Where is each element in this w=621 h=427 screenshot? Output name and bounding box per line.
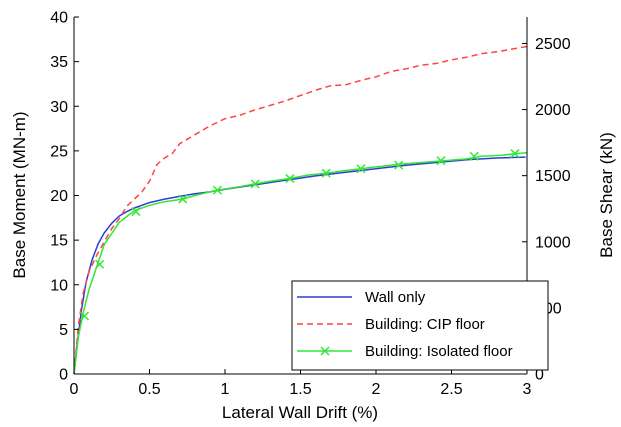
axes: 00.511.522.53051015202530354005001000150… — [50, 10, 570, 399]
legend-label-wall-only: Wall only — [365, 289, 426, 306]
legend-label-isolated-floor: Building: Isolated floor — [365, 343, 513, 360]
legend-box — [291, 280, 549, 371]
series-marker-isolated-floor — [510, 149, 520, 159]
legend-label-cip-floor: Building: CIP floor — [365, 316, 485, 333]
x-axis-title: Lateral Wall Drift (%) — [222, 403, 378, 422]
series-marker-isolated-floor — [469, 151, 479, 161]
x-tick-label: 1 — [221, 381, 230, 398]
series-marker-isolated-floor — [356, 164, 366, 174]
legend: Wall only Building: CIP floor Building: … — [291, 280, 549, 371]
x-tick-label: 0 — [70, 381, 79, 398]
y-tick-label: 0 — [59, 367, 68, 384]
series-marker-isolated-floor — [212, 185, 222, 195]
y2-tick-label: 0 — [535, 367, 544, 384]
y-tick-label: 5 — [59, 322, 68, 339]
x-tick-label: 2 — [372, 381, 381, 398]
series-marker-isolated-floor — [436, 156, 446, 166]
y-tick-label: 10 — [50, 277, 68, 294]
series-marker-isolated-floor — [285, 174, 295, 184]
y-tick-label: 15 — [50, 233, 68, 250]
series-marker-isolated-floor — [250, 179, 260, 189]
x-tick-label: 0.5 — [138, 381, 160, 398]
series-marker-isolated-floor — [80, 311, 90, 321]
y-axis-title: Base Moment (MN-m) — [10, 111, 29, 278]
y2-tick-label: 1000 — [535, 234, 571, 251]
y-tick-label: 20 — [50, 188, 68, 205]
legend-marker-isolated-floor — [320, 346, 330, 356]
y-tick-label: 40 — [50, 10, 68, 27]
y2-tick-label: 2500 — [535, 36, 571, 53]
series-marker-isolated-floor — [321, 168, 331, 178]
x-tick-label: 3 — [523, 381, 532, 398]
series-marker-isolated-floor — [178, 194, 188, 204]
y-tick-label: 25 — [50, 143, 68, 160]
y2-tick-label: 2000 — [535, 102, 571, 119]
y-tick-label: 30 — [50, 99, 68, 116]
series-marker-isolated-floor — [95, 259, 105, 269]
y2-tick-label: 1500 — [535, 168, 571, 185]
x-tick-label: 2.5 — [440, 381, 462, 398]
x-tick-label: 1.5 — [289, 381, 311, 398]
y-tick-label: 35 — [50, 54, 68, 71]
series-line-isolated-floor — [73, 151, 528, 375]
plot-area — [73, 45, 528, 375]
y2-axis-title: Base Shear (kN) — [597, 132, 616, 258]
series-line-cip-floor — [73, 45, 528, 375]
series-marker-isolated-floor — [394, 160, 404, 170]
series-marker-isolated-floor — [131, 207, 141, 217]
